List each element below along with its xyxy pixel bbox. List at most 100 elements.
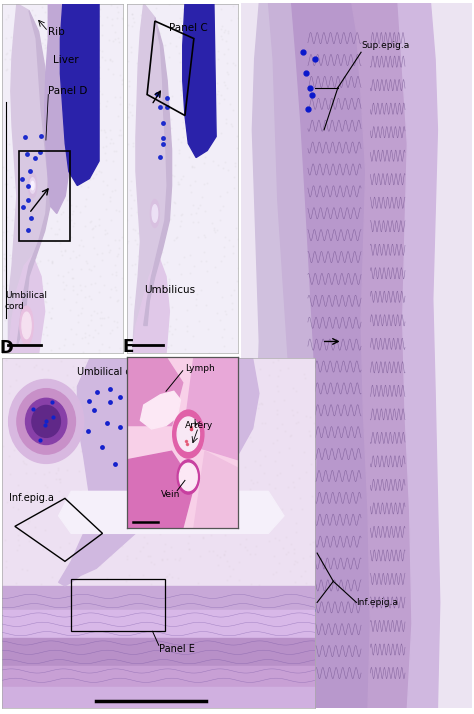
Point xyxy=(2,32,9,44)
Point xyxy=(253,648,261,660)
Point xyxy=(197,284,205,296)
Point xyxy=(202,255,210,266)
Point xyxy=(94,64,101,75)
Point xyxy=(292,526,300,538)
Point xyxy=(102,141,109,152)
Point xyxy=(45,671,52,683)
Point xyxy=(150,486,158,498)
Point xyxy=(81,281,89,292)
Point xyxy=(230,284,237,296)
Point xyxy=(207,674,214,685)
Point xyxy=(19,193,27,205)
Point xyxy=(89,231,97,243)
Point xyxy=(146,346,154,358)
Point xyxy=(127,634,134,645)
Point xyxy=(154,139,162,150)
Point xyxy=(1,54,9,65)
Point xyxy=(77,446,85,457)
Point xyxy=(185,151,192,163)
Point xyxy=(137,71,144,82)
Point xyxy=(62,18,70,29)
Point xyxy=(115,242,122,253)
Point xyxy=(156,184,164,196)
Point xyxy=(151,205,158,216)
Point xyxy=(174,178,182,190)
Point xyxy=(111,234,119,246)
Point xyxy=(166,642,173,653)
Point xyxy=(36,121,44,132)
Point xyxy=(147,322,155,333)
Point xyxy=(105,581,112,593)
Point xyxy=(96,286,103,298)
Point xyxy=(116,70,124,81)
Point xyxy=(50,43,57,54)
Point xyxy=(100,491,108,502)
Point xyxy=(0,228,6,240)
Point xyxy=(53,228,60,240)
Point xyxy=(222,118,229,129)
Point xyxy=(97,3,104,14)
Polygon shape xyxy=(2,666,315,691)
Point xyxy=(43,94,51,106)
Point xyxy=(103,665,110,677)
Point xyxy=(135,513,142,525)
Point xyxy=(229,57,237,69)
Point xyxy=(113,483,121,495)
Point xyxy=(201,443,209,454)
Point xyxy=(218,34,226,45)
Point xyxy=(166,213,174,225)
Point xyxy=(2,561,10,573)
Text: Panel E: Panel E xyxy=(159,644,195,654)
Point xyxy=(197,524,204,536)
Point xyxy=(138,26,146,37)
Point xyxy=(55,446,62,458)
Point xyxy=(50,685,58,697)
Point xyxy=(88,676,95,688)
Point xyxy=(55,223,62,234)
Point xyxy=(39,328,46,339)
Point xyxy=(227,289,235,301)
Point xyxy=(16,361,23,372)
Point xyxy=(261,636,268,648)
Point xyxy=(201,676,209,688)
Point xyxy=(258,507,265,518)
Point xyxy=(97,166,105,177)
Polygon shape xyxy=(194,451,238,528)
Point xyxy=(161,258,168,270)
Point xyxy=(82,71,89,83)
Point xyxy=(30,75,38,86)
Point xyxy=(111,259,119,271)
Point xyxy=(185,17,193,29)
Point xyxy=(189,427,197,438)
Point xyxy=(37,685,45,697)
Point xyxy=(84,39,91,51)
Point xyxy=(284,545,292,557)
Point xyxy=(179,487,186,498)
Point xyxy=(9,344,17,356)
Point xyxy=(101,54,109,66)
Point xyxy=(41,480,48,491)
Text: Vein: Vein xyxy=(160,490,180,498)
Point xyxy=(5,387,13,398)
Point xyxy=(26,214,33,226)
Point xyxy=(288,459,296,471)
Point xyxy=(173,493,181,505)
Point xyxy=(241,541,249,553)
Point xyxy=(156,615,164,627)
Point xyxy=(99,51,106,63)
Text: Panel C: Panel C xyxy=(169,23,208,33)
Point xyxy=(31,271,39,283)
Point xyxy=(229,563,237,575)
Point xyxy=(250,421,257,432)
Point xyxy=(161,368,168,379)
Point xyxy=(222,36,230,47)
Point xyxy=(85,15,93,26)
Point xyxy=(147,475,155,486)
Point xyxy=(148,21,156,33)
Point xyxy=(37,301,45,312)
Point xyxy=(156,248,164,260)
Point xyxy=(2,214,9,226)
Point xyxy=(244,488,251,499)
Point xyxy=(187,607,194,618)
Point xyxy=(106,327,113,338)
